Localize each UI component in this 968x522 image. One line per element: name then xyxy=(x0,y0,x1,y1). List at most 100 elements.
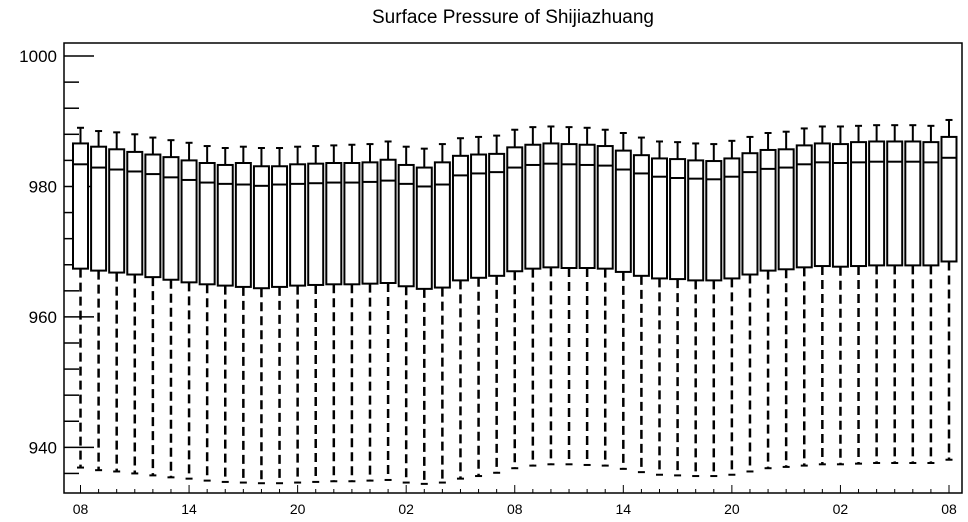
box-item xyxy=(831,125,849,466)
box-item xyxy=(361,143,379,482)
box-item xyxy=(506,128,524,470)
box xyxy=(126,150,144,276)
box xyxy=(868,140,886,267)
box-item xyxy=(488,134,506,474)
box xyxy=(433,161,451,289)
x-tick-label: 20 xyxy=(724,501,740,517)
box xyxy=(651,157,668,280)
x-tick-label: 14 xyxy=(181,501,197,517)
box-item xyxy=(651,140,668,476)
box-item xyxy=(723,139,741,476)
box xyxy=(813,142,831,268)
box-item xyxy=(777,130,795,468)
box-item xyxy=(904,124,922,464)
box-item xyxy=(578,126,596,466)
box xyxy=(289,163,307,287)
box-item xyxy=(397,145,415,484)
box-item xyxy=(234,145,252,484)
box xyxy=(451,154,469,282)
box xyxy=(144,153,162,279)
x-tick-label: 02 xyxy=(833,501,849,517)
x-tick-label: 08 xyxy=(941,501,957,517)
plot-area xyxy=(63,42,963,494)
box xyxy=(252,165,270,290)
box-item xyxy=(813,125,831,466)
box xyxy=(397,163,415,288)
box-item xyxy=(108,131,126,473)
box-item xyxy=(433,143,451,484)
box xyxy=(542,142,560,269)
box-item xyxy=(632,136,650,474)
box xyxy=(271,165,289,288)
box xyxy=(361,161,379,285)
box xyxy=(831,143,849,268)
x-tick-label: 20 xyxy=(290,501,306,517)
x-axis: 08 14 20 02 08 14 20 02 08 xyxy=(73,485,957,517)
box xyxy=(705,160,723,282)
box xyxy=(325,162,343,286)
box xyxy=(90,145,108,272)
box-item xyxy=(126,133,144,475)
box-item xyxy=(614,132,632,470)
box-item xyxy=(795,127,813,467)
box-item xyxy=(216,147,234,483)
box-item xyxy=(596,128,614,467)
box-item xyxy=(850,124,868,465)
box-item xyxy=(252,147,270,485)
box xyxy=(777,148,795,271)
box xyxy=(415,166,433,290)
box-item xyxy=(343,143,361,483)
y-tick-label: 940 xyxy=(29,438,57,457)
box-item xyxy=(759,132,777,470)
box-item xyxy=(307,145,325,483)
box xyxy=(922,141,940,267)
box-item xyxy=(451,137,469,480)
chart-title: Surface Pressure of Shijiazhuang xyxy=(372,7,654,28)
box-item xyxy=(325,144,343,483)
box-item xyxy=(524,126,542,467)
box xyxy=(904,140,922,267)
box-item xyxy=(470,135,488,478)
box-item xyxy=(162,139,180,479)
box-series xyxy=(72,118,958,485)
box-item xyxy=(72,126,89,469)
box xyxy=(632,154,650,277)
box xyxy=(886,140,904,267)
box xyxy=(488,152,506,277)
box xyxy=(759,148,777,272)
box-item xyxy=(705,143,723,478)
y-tick-label: 1000 xyxy=(19,47,57,66)
box xyxy=(560,143,578,269)
box xyxy=(940,135,958,263)
x-tick-label: 02 xyxy=(398,501,414,517)
box xyxy=(162,156,180,281)
box-item xyxy=(415,147,433,485)
box xyxy=(379,158,397,285)
x-tick-label: 08 xyxy=(507,501,523,517)
box xyxy=(687,159,705,282)
box-item xyxy=(542,125,560,466)
box-item xyxy=(198,145,216,482)
box xyxy=(234,162,252,288)
box xyxy=(180,159,198,284)
x-tick-label: 14 xyxy=(616,501,632,517)
box-item xyxy=(741,135,759,473)
box xyxy=(596,145,614,270)
box xyxy=(198,162,216,286)
box-item xyxy=(940,118,958,461)
box-item xyxy=(271,147,289,485)
box xyxy=(108,148,126,274)
box xyxy=(72,142,89,270)
box-item xyxy=(289,145,307,484)
box xyxy=(216,163,234,287)
box-item xyxy=(886,124,904,464)
box-item xyxy=(669,141,687,477)
box xyxy=(723,157,741,280)
box xyxy=(578,143,596,270)
box-item xyxy=(379,140,397,481)
box xyxy=(741,152,759,276)
box-item xyxy=(868,124,886,464)
box-item xyxy=(144,136,162,477)
box xyxy=(343,162,361,286)
box xyxy=(307,162,325,286)
